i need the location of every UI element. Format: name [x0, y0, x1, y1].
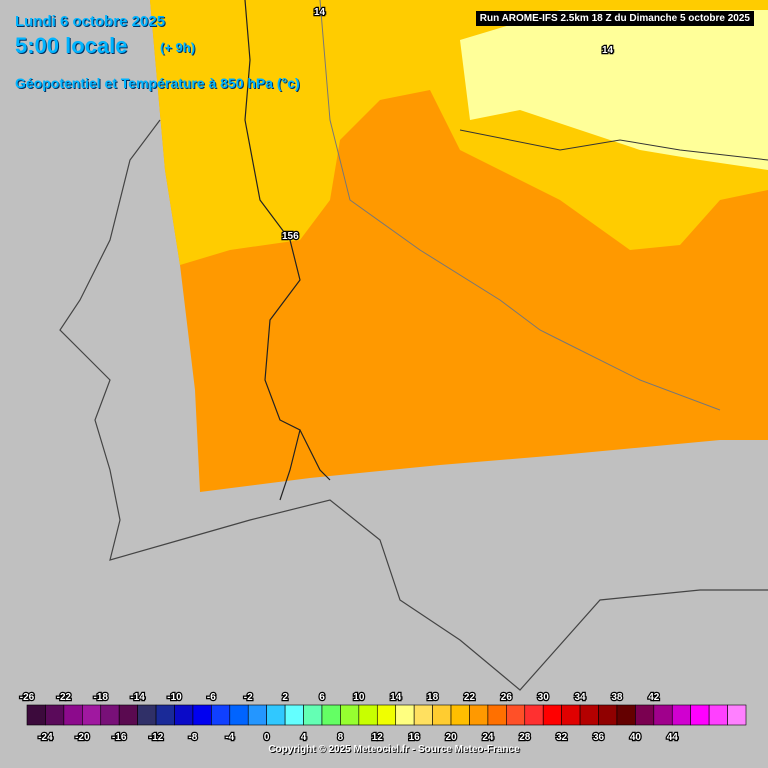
legend-swatch	[100, 704, 120, 726]
legend-label: 30	[538, 692, 550, 703]
legend-swatch	[284, 704, 304, 726]
region-line	[319, 0, 721, 411]
legend-label: 32	[556, 732, 568, 743]
legend-swatch	[395, 704, 415, 726]
legend-swatch	[727, 704, 747, 726]
legend-label: -24	[38, 732, 53, 743]
contour	[459, 129, 768, 161]
legend-label: 38	[611, 692, 623, 703]
legend-swatch	[708, 704, 728, 726]
legend-label: 28	[519, 732, 531, 743]
legend-swatch	[469, 704, 489, 726]
border	[299, 429, 331, 481]
legend-label: 20	[445, 732, 457, 743]
legend-swatch	[321, 704, 341, 726]
legend-swatch	[579, 704, 599, 726]
border	[244, 0, 301, 501]
legend-label: 4	[301, 732, 307, 743]
legend-swatch	[487, 704, 507, 726]
legend-swatch	[82, 704, 102, 726]
legend-swatch	[542, 704, 562, 726]
legend-swatch	[671, 704, 691, 726]
legend-label: 22	[464, 692, 476, 703]
legend-swatch	[413, 704, 433, 726]
legend-label: -22	[57, 692, 72, 703]
legend-label: 8	[338, 732, 344, 743]
map-label: 14	[602, 45, 614, 56]
legend-label: 12	[372, 732, 384, 743]
legend-label: 26	[501, 692, 513, 703]
legend-swatch	[450, 704, 470, 726]
map-label: 14	[314, 7, 326, 18]
legend-label: 24	[482, 732, 494, 743]
lead-time: (+ 9h)	[160, 40, 196, 55]
legend-swatch	[340, 704, 360, 726]
legend-swatch	[358, 704, 378, 726]
map-label: 156	[282, 231, 299, 242]
temp-area-light	[460, 10, 768, 170]
legend-label: -26	[20, 692, 35, 703]
legend-label: 44	[667, 732, 679, 743]
legend-swatch	[63, 704, 83, 726]
legend-swatch	[616, 704, 636, 726]
legend-label: 40	[630, 732, 642, 743]
legend-swatch	[266, 704, 286, 726]
legend-label: -12	[149, 732, 164, 743]
time: 5:00 locale	[15, 33, 128, 58]
legend-swatch	[598, 704, 618, 726]
legend-label: -4	[225, 732, 234, 743]
legend-label: -10	[167, 692, 182, 703]
legend-label: 2	[282, 692, 288, 703]
legend-swatch	[118, 704, 138, 726]
legend-label: 42	[648, 692, 660, 703]
legend-swatch	[192, 704, 212, 726]
legend-swatch	[229, 704, 249, 726]
legend-swatch	[137, 704, 157, 726]
legend-swatch	[45, 704, 65, 726]
legend-label: -14	[130, 692, 145, 703]
legend-swatch	[174, 704, 194, 726]
legend: -26 -22 -18 -14 -10 -6 -2 2 6 10 14 18 22 26 30 34 38 42-…	[19, 691, 747, 744]
legend-label: 36	[593, 732, 605, 743]
legend-label: 6	[319, 692, 325, 703]
legend-swatch	[653, 704, 673, 726]
coastline	[59, 119, 768, 691]
legend-swatch	[26, 704, 46, 726]
legend-label: 14	[390, 692, 402, 703]
legend-swatch	[561, 704, 581, 726]
legend-swatch	[506, 704, 526, 726]
run-info: Run AROME-IFS 2.5km 18 Z du Dimanche 5 o…	[475, 11, 754, 26]
legend-label: 10	[353, 692, 365, 703]
legend-label: -20	[75, 732, 90, 743]
legend-swatch	[155, 704, 175, 726]
legend-label: 18	[427, 692, 439, 703]
legend-swatch	[247, 704, 267, 726]
legend-swatch	[376, 704, 397, 726]
legend-swatch	[635, 704, 655, 726]
legend-swatch	[690, 704, 710, 726]
legend-label: -2	[244, 692, 253, 703]
legend-label: 16	[409, 732, 421, 743]
copyright: Copyright © 2025 Meteociel.fr - Source M…	[268, 744, 520, 755]
legend-label: 34	[575, 692, 587, 703]
legend-swatch	[211, 704, 231, 726]
legend-label: -16	[112, 732, 127, 743]
legend-label: -6	[207, 692, 216, 703]
field: Géopotentiel et Température à 850 hPa (°…	[15, 75, 300, 91]
legend-swatch	[524, 704, 544, 726]
legend-swatch	[432, 704, 452, 726]
legend-label: -8	[188, 732, 197, 743]
date: Lundi 6 octobre 2025	[15, 13, 166, 30]
legend-label: 0	[264, 732, 270, 743]
legend-label: -18	[94, 692, 109, 703]
legend-swatch	[303, 704, 323, 726]
